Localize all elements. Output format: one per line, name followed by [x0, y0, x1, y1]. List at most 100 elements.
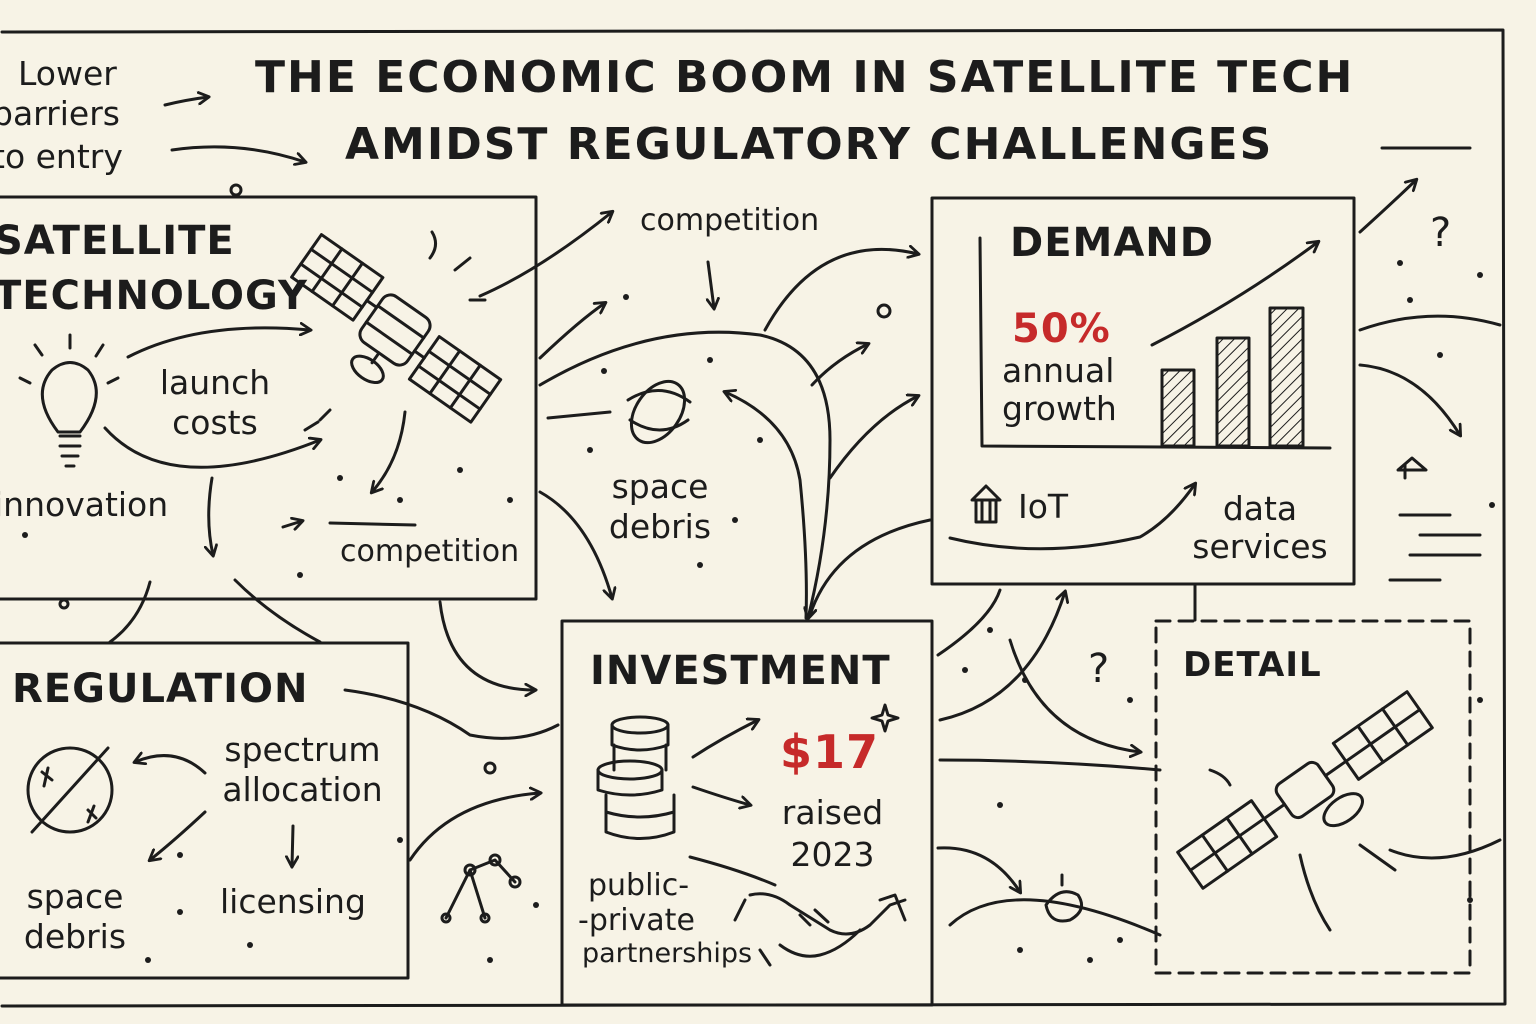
arrow-coins-to-amount — [691, 720, 758, 759]
raised-line-2: 2023 — [790, 835, 875, 874]
decor-dots — [22, 260, 1495, 963]
ppp-line-3: partnerships — [582, 938, 753, 969]
intro-line-3: to entry — [0, 137, 123, 176]
line-demand-right-top — [1358, 314, 1502, 332]
regulation-heading: REGULATION — [12, 666, 309, 712]
arrow-spectrum-to-debris — [150, 810, 207, 860]
arrow-investment-right — [938, 758, 1162, 772]
reg-space-debris-line-1: space — [26, 877, 124, 916]
arrow-to-demand-3 — [828, 396, 918, 480]
arrow-top-right — [1358, 180, 1416, 234]
lightbulb-icon — [18, 333, 120, 468]
line-debris-left — [546, 410, 612, 420]
small-sat-glyph — [1396, 456, 1428, 480]
arrow-iot-to-data — [948, 484, 1195, 551]
arrow-investment-down-right — [936, 846, 1020, 892]
regulation-box — [0, 641, 410, 980]
arrow-coins-to-raised — [691, 785, 750, 805]
spectrum-allocation-line-2: allocation — [222, 770, 383, 809]
arrow-spectrum-to-licensing — [292, 824, 293, 866]
arrow-to-launch-costs — [103, 426, 320, 469]
growth-label-line-1: annual — [1002, 351, 1115, 390]
iot-label: IoT — [1018, 487, 1069, 526]
launch-costs-line-2: costs — [172, 403, 258, 442]
innovation-label: innovation — [0, 485, 169, 524]
arrow-box-to-investment — [438, 600, 535, 690]
title-line-2: AMIDST REGULATORY CHALLENGES — [345, 119, 1274, 170]
demand-trend — [1150, 242, 1318, 347]
space-debris-icon — [626, 379, 692, 445]
investment-heading: INVESTMENT — [590, 648, 891, 694]
line-sat-right — [478, 212, 612, 298]
data-services-line-2: services — [1192, 527, 1328, 566]
arrow-to-detail — [1008, 638, 1140, 752]
bar-3 — [1268, 306, 1305, 448]
arrow-debris-curve — [725, 392, 808, 620]
detail-right-lines — [1388, 513, 1482, 582]
arrow-box-line — [538, 330, 832, 618]
network-icon — [440, 853, 522, 924]
arrow-to-demand-2 — [810, 344, 868, 387]
no-symbol-icon — [26, 746, 114, 834]
satellite-heading-line-2: TECHNOLOGY — [0, 273, 308, 319]
arrow-sat-down — [372, 410, 407, 492]
title-line-1: THE ECONOMIC BOOM IN SATELLITE TECH — [255, 52, 1355, 103]
spectrum-allocation-line-1: spectrum — [224, 730, 381, 769]
arrow-box-bottom-investment — [538, 490, 612, 598]
satellite-icon — [290, 233, 503, 424]
sparkle-icon — [870, 703, 900, 733]
space-debris-label-line-2: debris — [608, 507, 712, 546]
detail-box — [1154, 619, 1472, 975]
investment-box — [560, 619, 934, 1007]
box-legs-1 — [108, 580, 152, 644]
data-services-line-1: data — [1222, 489, 1298, 528]
launch-costs-line-1: launch — [159, 363, 271, 402]
arrow-reg-lower-to-investment — [408, 793, 540, 862]
handshake-icon — [733, 892, 907, 967]
arrow-competition-down — [708, 260, 714, 308]
arrow-curve-to-investment — [808, 518, 932, 617]
arrow-reg-to-investment — [343, 688, 560, 740]
demand-heading: DEMAND — [1010, 220, 1214, 266]
curve-bottom-right — [948, 898, 1162, 937]
arrow-ppp-handshake — [688, 855, 777, 887]
arrow-to-satellite — [126, 328, 310, 359]
ppp-line-2: -private — [578, 903, 695, 938]
small-buoy — [1044, 873, 1084, 923]
competition-underline — [328, 521, 417, 527]
arrow-to-demand — [763, 249, 918, 332]
arrow-spectrum-to-symbol — [135, 756, 207, 775]
arrow-investment-to-demand — [936, 588, 1002, 657]
ppp-line-1: public- — [588, 868, 690, 903]
arrow-down-innovation — [209, 476, 213, 555]
arrow-to-demand-bottom — [938, 592, 1065, 722]
house-icon — [970, 484, 1002, 524]
satellite-heading-line-1: SATELLITE — [0, 218, 235, 264]
investment-amount: $17 — [780, 725, 880, 779]
demand-axis — [978, 236, 1332, 450]
detail-heading: DETAIL — [1183, 645, 1322, 685]
question-mark-1: ? — [1430, 210, 1452, 256]
raised-line-1: raised — [781, 793, 884, 832]
licensing-label: licensing — [220, 882, 366, 921]
box-legs-2 — [233, 578, 322, 644]
bar-2 — [1215, 336, 1251, 448]
intro-line-2: barriers — [0, 94, 120, 133]
question-mark-2: ? — [1088, 646, 1110, 692]
detail-satellite-icon — [1176, 690, 1434, 890]
competition-inner-label: competition — [340, 534, 520, 569]
growth-value: 50% — [1012, 306, 1111, 352]
arrow-box-to-debris — [538, 303, 605, 360]
reg-space-debris-line-2: debris — [23, 917, 127, 956]
arrow-demand-right — [1358, 363, 1460, 435]
curve-right-bottom — [1388, 838, 1502, 860]
satellite-technology-box — [0, 195, 538, 601]
demand-box — [930, 196, 1356, 586]
competition-label: competition — [640, 203, 820, 238]
intro-line-1: Lower — [18, 54, 117, 93]
arrow-to-competition-inner — [281, 521, 302, 527]
coin-stack-icon — [596, 715, 676, 840]
arrow-entry-to-title — [170, 145, 305, 162]
arrow-barriers-to-title — [163, 97, 208, 107]
